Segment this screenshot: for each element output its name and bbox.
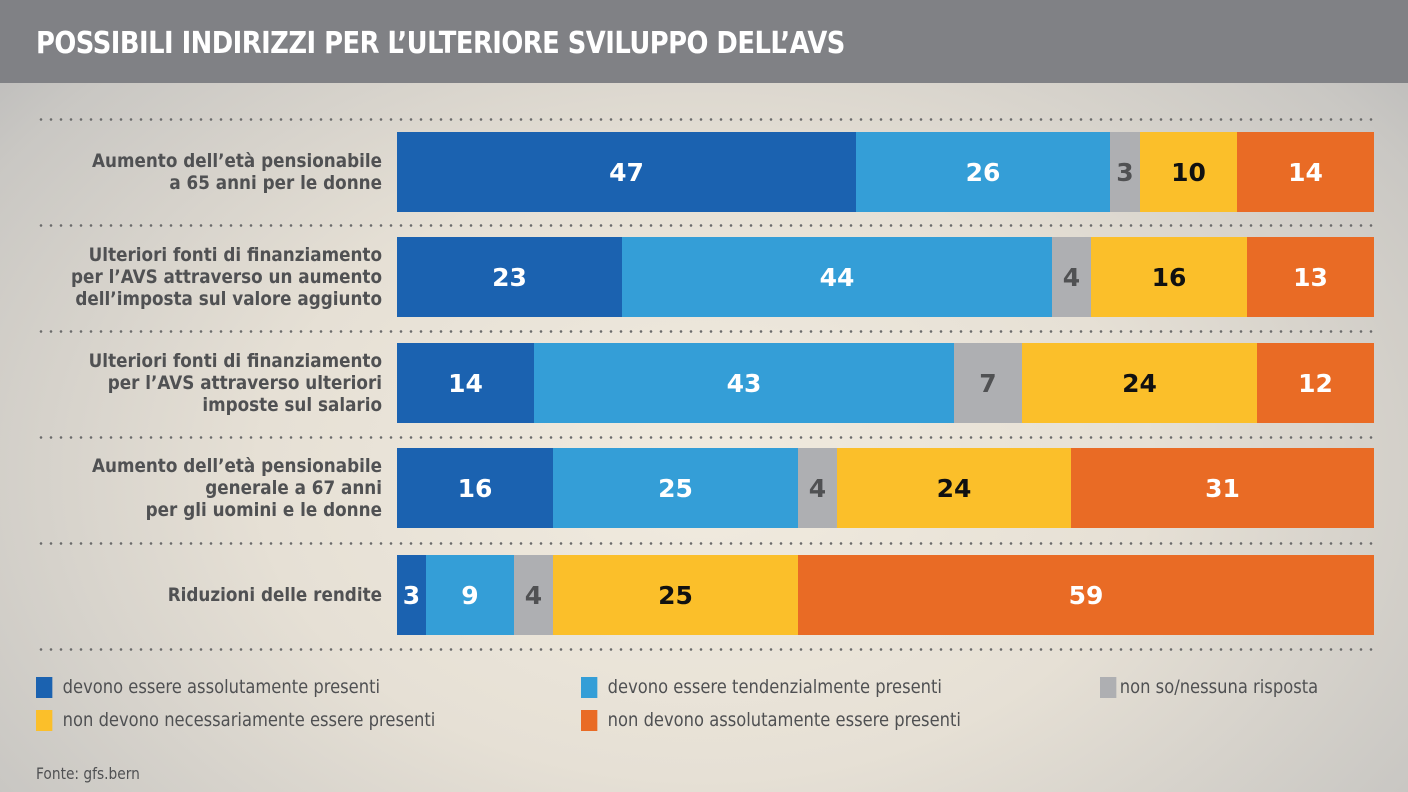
bar-segment: 43: [534, 343, 954, 423]
bar-row: 16 25 4 24 31: [397, 448, 1374, 528]
bar-segment: 14: [1237, 132, 1374, 212]
category-label-line: Ulteriori fonti di finanziamento: [88, 244, 383, 266]
bar-segment: 44: [622, 237, 1052, 317]
data-label: 4: [1062, 262, 1081, 292]
bar-segment: 47: [397, 132, 856, 212]
row-separator: [36, 542, 1378, 545]
bar-segment: 4: [514, 555, 553, 635]
data-label: 13: [1293, 262, 1328, 292]
legend-label: non so/nessuna risposta: [1119, 676, 1319, 698]
bar-row: 14 43 7 24 12: [397, 343, 1374, 423]
data-label: 44: [819, 262, 855, 292]
data-label: 47: [609, 157, 644, 187]
bar-segment: 25: [553, 448, 798, 528]
legend-swatch: [1100, 676, 1117, 698]
data-label: 25: [658, 473, 693, 503]
category-label-line: per l’AVS attraverso ulteriori: [107, 372, 383, 394]
data-label: 12: [1298, 368, 1333, 398]
bar-segment: 12: [1257, 343, 1374, 423]
legend-label: devono essere assolutamente presenti: [62, 676, 381, 698]
legend-item-tendenzialmente-presenti: devono essere tendenzialmente presenti: [581, 676, 942, 698]
data-label: 26: [965, 157, 1001, 187]
bar-row: 23 44 4 16 13: [397, 237, 1374, 317]
category-label: Ulteriori fonti di finanziamento per l’AV…: [62, 237, 382, 317]
bar-segment: 10: [1140, 132, 1237, 212]
data-label: 9: [461, 580, 479, 610]
bar-segment: 16: [397, 448, 553, 528]
data-label: 4: [524, 580, 543, 610]
bar-segment: 4: [1052, 237, 1091, 317]
category-label-line: Riduzioni delle rendite: [167, 584, 382, 606]
bar-segment: 3: [1110, 132, 1140, 212]
bar-segment: 24: [1022, 343, 1257, 423]
category-label-line: Ulteriori fonti di finanziamento: [88, 350, 383, 372]
data-label: 23: [492, 262, 527, 292]
legend-item-non-assolutamente: non devono assolutamente essere presenti: [581, 709, 961, 731]
category-label: Ulteriori fonti di finanziamento per l’AV…: [62, 343, 382, 423]
row-separator: [36, 224, 1378, 227]
category-label: Aumento dell’età pensionabile generale a …: [62, 448, 382, 528]
bar-row: 3 9 4 25 59: [397, 555, 1374, 635]
bar-segment: 59: [798, 555, 1374, 635]
data-label: 31: [1205, 473, 1240, 503]
bar-segment: 7: [954, 343, 1022, 423]
row-separator: [36, 436, 1378, 439]
bar-segment: 24: [837, 448, 1071, 528]
source-note: Fonte: gfs.bern: [36, 764, 140, 783]
bar-segment: 4: [798, 448, 837, 528]
legend-label: non devono necessariamente essere presen…: [62, 709, 436, 731]
data-label: 16: [457, 473, 493, 503]
data-label: 43: [726, 368, 762, 398]
header-bar: POSSIBILI INDIRIZZI PER L’ULTERIORE SVIL…: [0, 0, 1408, 83]
category-label: Riduzioni delle rendite: [62, 555, 382, 635]
data-label: 7: [979, 368, 997, 398]
bar-segment: 25: [553, 555, 798, 635]
legend-swatch: [36, 676, 53, 698]
category-label: Aumento dell’età pensionabile a 65 anni p…: [62, 132, 382, 212]
legend-swatch: [36, 709, 53, 731]
category-label-line: per gli uomini e le donne: [145, 499, 382, 521]
data-label: 10: [1171, 157, 1206, 187]
bar-row: 47 26 3 10 14: [397, 132, 1374, 212]
row-separator: [36, 118, 1378, 121]
bar-segment: 3: [397, 555, 426, 635]
legend-swatch: [581, 709, 598, 731]
data-label: 14: [1288, 157, 1323, 187]
row-separator: [36, 330, 1378, 333]
legend-swatch: [581, 676, 598, 698]
chart-title: POSSIBILI INDIRIZZI PER L’ULTERIORE SVIL…: [36, 26, 845, 61]
bar-segment: 26: [856, 132, 1110, 212]
legend-item-assolutamente-presenti: devono essere assolutamente presenti: [36, 676, 380, 698]
data-label: 16: [1151, 262, 1187, 292]
legend-item-non-so: non so/nessuna risposta: [1100, 676, 1318, 698]
bar-segment: 9: [426, 555, 514, 635]
category-label-line: a 65 anni per le donne: [169, 172, 382, 194]
data-label: 25: [658, 580, 693, 610]
row-separator: [36, 648, 1378, 651]
bar-segment: 31: [1071, 448, 1374, 528]
category-label-line: imposte sul salario: [202, 394, 382, 416]
category-label-line: dell’imposta sul valore aggiunto: [75, 288, 383, 310]
legend-label: devono essere tendenzialmente presenti: [607, 676, 942, 698]
data-label: 3: [402, 580, 421, 610]
data-label: 59: [1068, 580, 1104, 610]
category-label-line: Aumento dell’età pensionabile: [91, 455, 382, 477]
data-label: 4: [808, 473, 827, 503]
category-label-line: generale a 67 anni: [205, 477, 382, 499]
data-label: 3: [1116, 157, 1134, 187]
bar-segment: 13: [1247, 237, 1374, 317]
bar-segment: 23: [397, 237, 622, 317]
bar-segment: 14: [397, 343, 534, 423]
bar-segment: 16: [1091, 237, 1247, 317]
data-label: 24: [1122, 368, 1157, 398]
data-label: 14: [448, 368, 483, 398]
legend-label: non devono assolutamente essere presenti: [607, 709, 961, 731]
category-label-line: Aumento dell’età pensionabile: [91, 150, 382, 172]
data-label: 24: [936, 473, 972, 503]
legend-item-non-necessariamente: non devono necessariamente essere presen…: [36, 709, 435, 731]
category-label-line: per l’AVS attraverso un aumento: [71, 266, 383, 288]
